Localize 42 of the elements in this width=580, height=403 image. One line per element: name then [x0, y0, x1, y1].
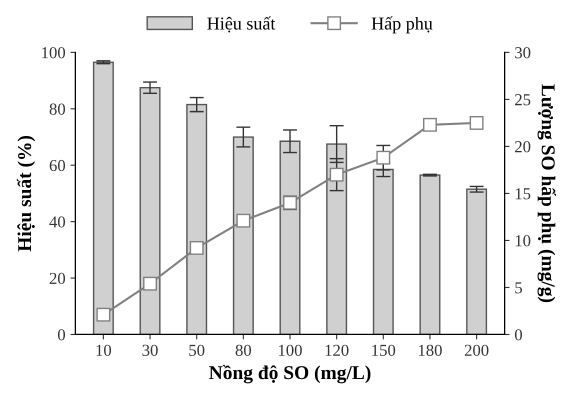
legend-label: Hiệu suất [207, 16, 276, 32]
x-tick-label: 120 [326, 344, 349, 356]
y-tick-label: 60 [50, 160, 66, 172]
y-tick-label: 0 [58, 329, 66, 340]
bar [186, 104, 208, 334]
y2-tick-label: 0 [514, 329, 522, 340]
x-tick-label: 150 [372, 344, 396, 356]
point [190, 241, 204, 255]
x-tick-label: 200 [464, 344, 488, 356]
point [96, 308, 110, 322]
bar [326, 143, 348, 334]
x-axis-title: Nồng độ SO (mg/L) [209, 364, 370, 384]
y2-tick-label: 30 [515, 47, 530, 58]
x-tick-label: 30 [142, 344, 158, 356]
y2-tick-label: 5 [515, 282, 522, 294]
y2-tick-label: 10 [516, 235, 530, 246]
point [236, 214, 250, 228]
point [330, 168, 344, 182]
bar [232, 136, 254, 334]
point [376, 150, 390, 165]
x-tick-label: 180 [418, 344, 442, 356]
y-tick-label: 80 [50, 104, 66, 115]
bar [92, 62, 114, 334]
y-tick-label: 20 [50, 272, 66, 284]
x-tick-label: 100 [278, 344, 302, 356]
y-axis-title: Hiệu suất (%) [16, 136, 36, 252]
y2-tick-label: 25 [515, 94, 530, 106]
y2-axis-title: Lượng SO hấp phụ (mg/g) [538, 84, 556, 302]
bar [140, 86, 161, 334]
y2-tick-label: 20 [515, 141, 530, 152]
point [143, 276, 157, 291]
y-tick-label: 100 [42, 47, 66, 58]
bar [280, 140, 300, 334]
x-tick-label: 80 [236, 344, 252, 356]
legend-label: Hấp phụ [372, 16, 433, 34]
bar [372, 168, 394, 334]
bar [466, 188, 488, 334]
bar [419, 174, 440, 334]
y-tick-label: 40 [49, 216, 66, 228]
x-tick-label: 10 [96, 344, 112, 356]
x-tick-label: 50 [189, 344, 204, 356]
y2-tick-label: 15 [516, 188, 530, 200]
